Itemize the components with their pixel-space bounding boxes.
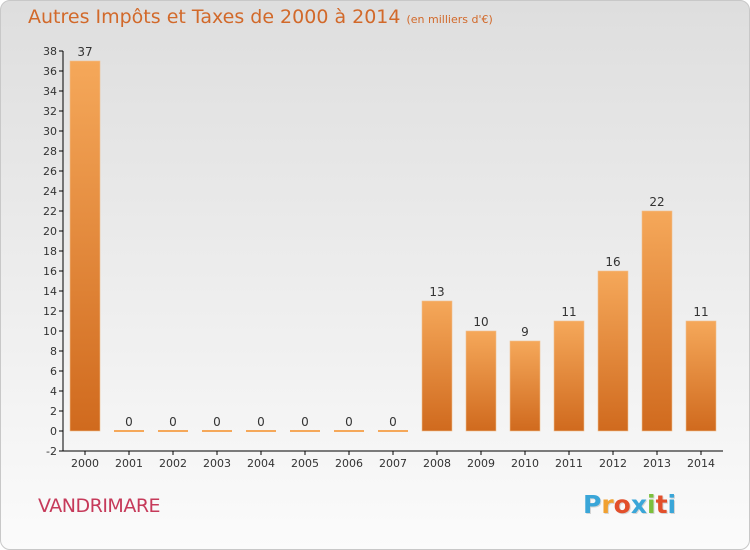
y-tick-label: 38 — [43, 45, 57, 58]
y-tick-label: 22 — [43, 205, 57, 218]
y-tick-label: 6 — [50, 365, 57, 378]
data-label: 11 — [561, 305, 576, 319]
y-tick-label: 34 — [43, 85, 57, 98]
data-label: 0 — [345, 415, 353, 429]
data-label: 0 — [169, 415, 177, 429]
y-tick-label: 28 — [43, 145, 57, 158]
logo-letter: r — [601, 490, 614, 519]
data-label: 9 — [521, 325, 529, 339]
bar — [114, 430, 144, 432]
data-label: 11 — [693, 305, 708, 319]
bar — [246, 430, 276, 432]
bar — [69, 60, 101, 432]
bar — [334, 430, 364, 432]
x-tick-label: 2012 — [599, 457, 627, 470]
data-label: 0 — [301, 415, 309, 429]
x-tick-label: 2013 — [643, 457, 671, 470]
y-tick-label: 24 — [43, 185, 57, 198]
data-label: 0 — [125, 415, 133, 429]
data-label: 0 — [213, 415, 221, 429]
commune-name: VANDRIMARE — [38, 495, 161, 517]
bar — [685, 320, 717, 432]
y-tick-label: 26 — [43, 165, 57, 178]
x-tick-label: 2001 — [115, 457, 143, 470]
y-tick-label: 8 — [50, 345, 57, 358]
y-tick-label: 10 — [43, 325, 57, 338]
x-tick-label: 2006 — [335, 457, 363, 470]
y-tick-label: 30 — [43, 125, 57, 138]
bar — [553, 320, 585, 432]
x-tick-label: 2005 — [291, 457, 319, 470]
bar — [465, 330, 497, 432]
y-tick-label: 2 — [50, 405, 57, 418]
data-label: 0 — [257, 415, 265, 429]
bar — [158, 430, 188, 432]
bar — [421, 300, 453, 432]
bar — [202, 430, 232, 432]
y-tick-label: 14 — [43, 285, 57, 298]
x-tick-label: 2011 — [555, 457, 583, 470]
bar — [378, 430, 408, 432]
logo-letter: i — [667, 490, 677, 519]
logo-letter: t — [655, 490, 668, 519]
bar — [641, 210, 673, 432]
data-label: 22 — [649, 195, 664, 209]
bar — [509, 340, 541, 432]
data-label: 13 — [429, 285, 444, 299]
logo-letter: i — [647, 490, 656, 519]
x-tick-label: 2009 — [467, 457, 495, 470]
logo-letter: P — [583, 490, 602, 519]
y-tick-label: 20 — [43, 225, 57, 238]
y-tick-label: -2 — [46, 445, 57, 458]
data-label: 37 — [77, 45, 92, 59]
data-label: 16 — [605, 255, 620, 269]
x-tick-label: 2007 — [379, 457, 407, 470]
x-tick-label: 2010 — [511, 457, 539, 470]
x-tick-label: 2003 — [203, 457, 231, 470]
x-tick-label: 2000 — [71, 457, 99, 470]
y-tick-label: 16 — [43, 265, 57, 278]
data-label: 10 — [473, 315, 488, 329]
chart-title: Autres Impôts et Taxes de 2000 à 2014 — [28, 6, 401, 28]
proxiti-logo[interactable]: Proxiti — [583, 490, 676, 519]
y-tick-label: 18 — [43, 245, 57, 258]
data-label: 0 — [389, 415, 397, 429]
logo-letter: o — [613, 490, 631, 519]
logo-letter: x — [630, 490, 647, 519]
chart-subtitle: (en milliers d'€) — [406, 13, 493, 26]
bar — [597, 270, 629, 432]
x-tick-label: 2004 — [247, 457, 275, 470]
x-tick-label: 2014 — [687, 457, 715, 470]
title-block: Autres Impôts et Taxes de 2000 à 2014 (en… — [28, 6, 493, 28]
x-tick-label: 2002 — [159, 457, 187, 470]
y-tick-label: 12 — [43, 305, 57, 318]
y-tick-label: 0 — [50, 425, 57, 438]
x-tick-label: 2008 — [423, 457, 451, 470]
y-tick-label: 32 — [43, 105, 57, 118]
y-tick-label: 36 — [43, 65, 57, 78]
y-tick-label: 4 — [50, 385, 57, 398]
bar — [290, 430, 320, 432]
